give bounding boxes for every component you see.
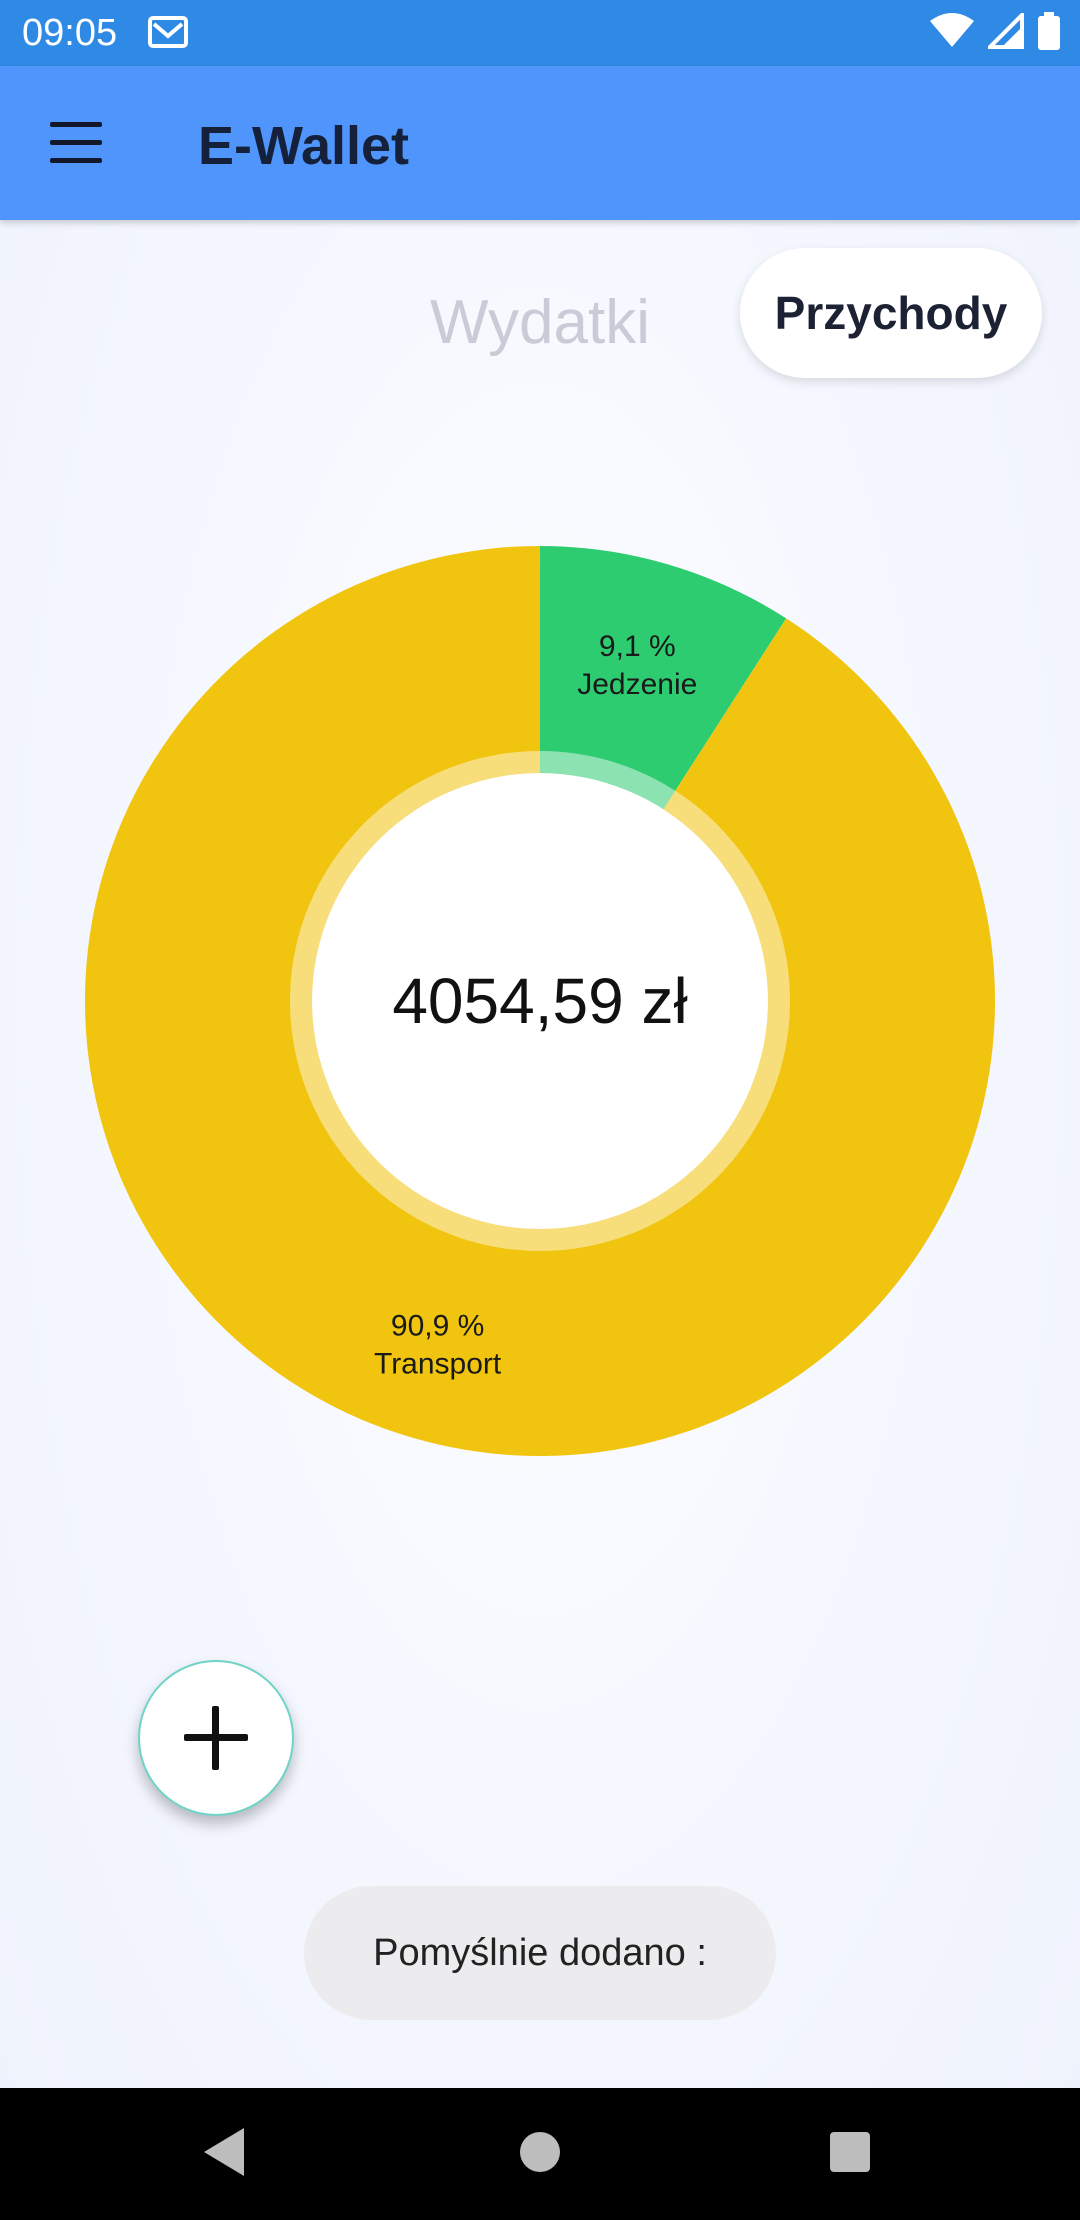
navigation-bar: [0, 2088, 1080, 2220]
slice-percent-jedzenie: 9,1 %: [599, 630, 676, 663]
donut-hole: [312, 773, 768, 1229]
battery-icon: [1038, 12, 1060, 50]
tab-przychody[interactable]: Przychody: [740, 248, 1042, 378]
status-bar: 09:05: [0, 0, 1080, 66]
total-amount: 4054,59 zł: [392, 965, 687, 1037]
tab-wydatki[interactable]: Wydatki: [430, 288, 650, 357]
app-bar: E-Wallet: [0, 66, 1080, 220]
toast-message: Pomyślnie dodano :: [304, 1886, 776, 2020]
inner-ring-jedzenie: [540, 751, 676, 810]
wifi-icon: [930, 13, 974, 47]
signal-icon: [988, 13, 1024, 49]
slice-transport[interactable]: [84, 546, 995, 1457]
status-icons: [930, 12, 1060, 50]
mail-icon: [148, 16, 188, 48]
slice-percent-transport: 90,9 %: [391, 1309, 484, 1342]
status-time: 09:05: [22, 12, 118, 54]
app-title: E-Wallet: [198, 116, 410, 176]
slice-label-transport: Transport: [374, 1347, 502, 1380]
recent-apps-icon[interactable]: [830, 2132, 870, 2172]
add-button[interactable]: [138, 1660, 294, 1816]
hamburger-menu-icon[interactable]: [42, 116, 112, 172]
slice-label-jedzenie: Jedzenie: [577, 668, 697, 701]
back-icon[interactable]: [204, 2128, 244, 2176]
home-icon[interactable]: [520, 2132, 560, 2172]
